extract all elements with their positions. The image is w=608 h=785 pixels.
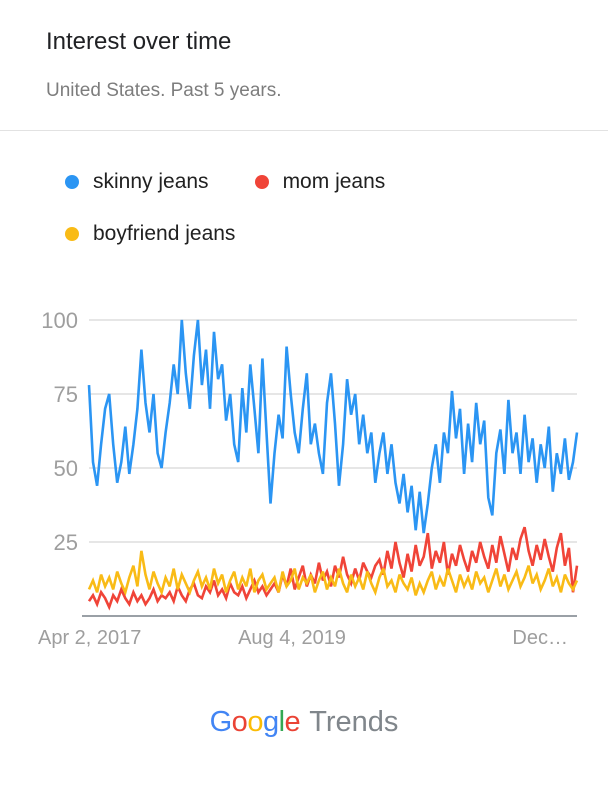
y-axis-tick-label: 100	[41, 308, 78, 333]
trends-chart-svg[interactable]: 25 50 75 100 Apr 2, 2017 Aug 4, 2019 Dec…	[0, 300, 608, 660]
legend-dot-icon	[254, 175, 269, 189]
legend-item-mom-jeans: mom jeans	[254, 170, 386, 194]
google-logo-letter: e	[284, 706, 301, 738]
google-logo: Google	[210, 706, 301, 738]
google-trends-attribution[interactable]: Google Trends	[0, 706, 608, 739]
interest-over-time-chart[interactable]: 25 50 75 100 Apr 2, 2017 Aug 4, 2019 Dec…	[0, 300, 608, 660]
y-axis-tick-label: 75	[54, 382, 78, 407]
legend-item-label: mom jeans	[282, 170, 386, 193]
legend-item-label: boyfriend jeans	[93, 222, 236, 245]
legend-row-2: boyfriend jeans	[65, 222, 585, 246]
series-line-mom-jeans	[87, 526, 579, 611]
legend-item-label: skinny jeans	[93, 170, 209, 193]
y-axis-tick-label: 50	[54, 456, 78, 481]
y-axis-tick-label: 25	[54, 530, 78, 555]
x-axis-tick-label: Aug 4, 2019	[238, 627, 346, 649]
chart-legend: skinny jeans mom jeans boyfriend jeans	[65, 170, 585, 274]
series-line-boyfriend-jeans	[87, 550, 579, 597]
legend-dot-icon	[65, 227, 79, 241]
legend-item-skinny-jeans: skinny jeans	[65, 170, 209, 194]
google-logo-letter: g	[262, 706, 279, 738]
x-axis-tick-label: Apr 2, 2017	[38, 627, 141, 649]
trends-wordmark: Trends	[309, 706, 399, 738]
legend-row-1: skinny jeans mom jeans	[65, 170, 585, 194]
page-subtitle: United States. Past 5 years.	[46, 80, 282, 101]
x-axis-tick-label: Dec…	[512, 627, 568, 649]
google-logo-letter: G	[209, 706, 233, 738]
google-logo-letter: l	[278, 706, 285, 738]
header-divider	[0, 130, 608, 131]
page-title: Interest over time	[46, 28, 232, 55]
google-logo-letter: o	[231, 706, 248, 738]
series-line-skinny-jeans	[87, 319, 579, 534]
legend-dot-icon	[65, 175, 79, 189]
legend-item-boyfriend-jeans: boyfriend jeans	[65, 222, 235, 246]
google-logo-letter: o	[247, 706, 263, 738]
